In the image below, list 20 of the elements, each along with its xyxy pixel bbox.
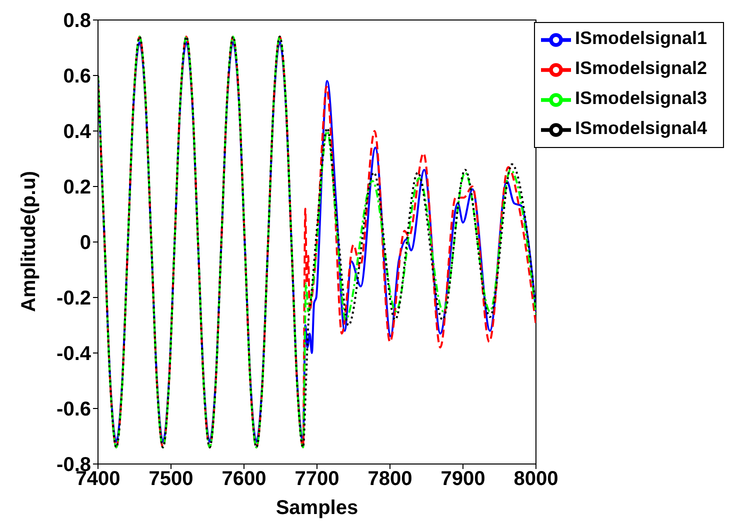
x-axis-title: Samples bbox=[276, 497, 358, 519]
y-tick-label: 0.8 bbox=[63, 10, 91, 32]
x-tick-label: 8000 bbox=[514, 468, 558, 490]
y-tick-label: -0.2 bbox=[56, 288, 91, 310]
y-axis-title: Amplitude(p.u) bbox=[18, 170, 40, 312]
legend-label: ISmodelsignal2 bbox=[574, 58, 707, 78]
y-tick-label: -0.4 bbox=[56, 343, 92, 366]
legend-label: ISmodelsignal4 bbox=[574, 118, 707, 138]
x-tick-label: 7700 bbox=[294, 468, 340, 490]
y-tick-label: -0.6 bbox=[56, 398, 91, 421]
x-tick-label: 7500 bbox=[148, 468, 194, 490]
legend-label: ISmodelsignal3 bbox=[574, 88, 707, 108]
x-tick-label: 7900 bbox=[440, 468, 486, 490]
x-tick-label: 7800 bbox=[368, 468, 412, 490]
y-tick-label: 0.4 bbox=[63, 121, 92, 144]
y-tick-label: 0.2 bbox=[63, 176, 91, 199]
y-tick-label: 0 bbox=[80, 232, 91, 254]
x-tick-label: 7600 bbox=[222, 468, 266, 490]
legend-label: ISmodelsignal1 bbox=[574, 28, 707, 48]
y-tick-label: 0.6 bbox=[63, 66, 91, 88]
